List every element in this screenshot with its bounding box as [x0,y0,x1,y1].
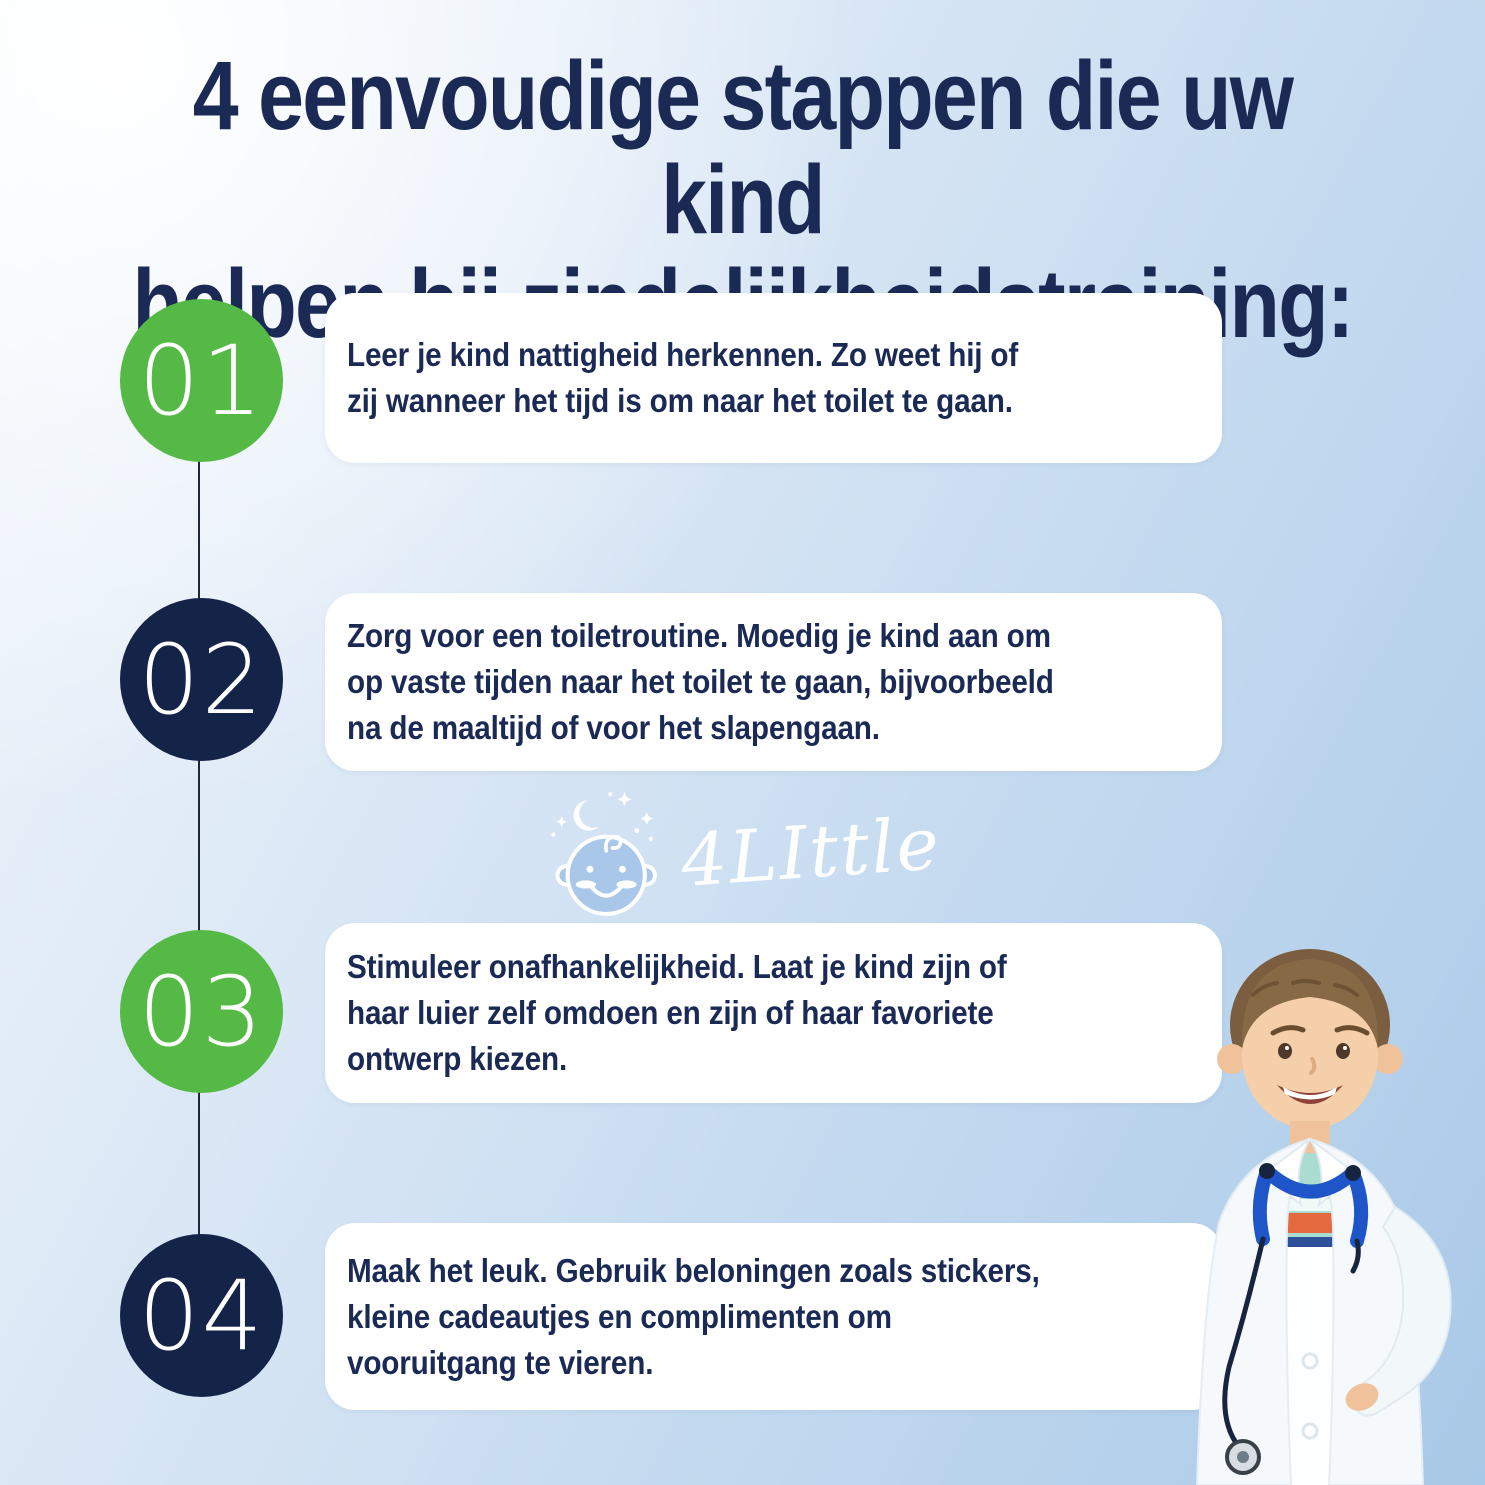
baby-face-icon [550,792,657,916]
moon-icon [573,800,599,831]
star-icon [555,816,567,828]
step-4-text-line: vooruitgang te vieren. [347,1343,654,1381]
step-3-text-line: Stimuleer onafhankelijkheid. Laat je kin… [347,948,1007,985]
step-1-number-badge: 01 [120,299,283,462]
step-3-text-line: haar luier zelf omdoen en zijn of haar f… [347,994,994,1031]
step-2-text-line: op vaste tijden naar het toilet te gaan,… [347,663,1054,700]
step-1-text-line: Leer je kind nattigheid herkennen. Zo we… [347,336,1019,373]
brand-logo: 4LIttle [545,786,943,918]
step-2-text-line: na de maaltijd of voor het slapengaan. [347,709,880,746]
star-dot [607,792,612,797]
star-dot [648,836,653,841]
step-2-card: Zorg voor een toiletroutine. Moedig je k… [325,593,1222,771]
timeline-connector-line [198,458,200,1240]
star-icon [640,812,653,825]
step-1-text-line: zij wanneer het tijd is om naar het toil… [347,382,1013,419]
page-title-line1: 4 eenvoudige stappen die uw kind [192,41,1294,254]
step-4-text-line: kleine cadeautjes en complimenten om [347,1297,892,1335]
step-4-text-line: Maak het leuk. Gebruik beloningen zoals … [347,1251,1040,1289]
step-1-card: Leer je kind nattigheid herkennen. Zo we… [325,293,1222,463]
step-3-number: 03 [138,955,265,1068]
step-4-card: Maak het leuk. Gebruik beloningen zoals … [325,1223,1222,1410]
step-4-number-badge: 04 [120,1234,283,1397]
star-dot [550,832,555,837]
star-icon [616,792,632,807]
step-4-number: 04 [138,1259,265,1372]
star-dot [633,828,639,834]
brand-name: 4LIttle [678,801,943,903]
step-3-text-line: ontwerp kiezen. [347,1040,568,1077]
step-3-number-badge: 03 [120,930,283,1093]
step-3-card: Stimuleer onafhankelijkheid. Laat je kin… [325,923,1222,1103]
step-2-text-line: Zorg voor een toiletroutine. Moedig je k… [347,617,1051,654]
step-1-number: 01 [138,324,265,437]
step-2-number: 02 [138,623,265,736]
step-2-number-badge: 02 [120,598,283,761]
child-doctor-photo [1195,949,1452,1485]
